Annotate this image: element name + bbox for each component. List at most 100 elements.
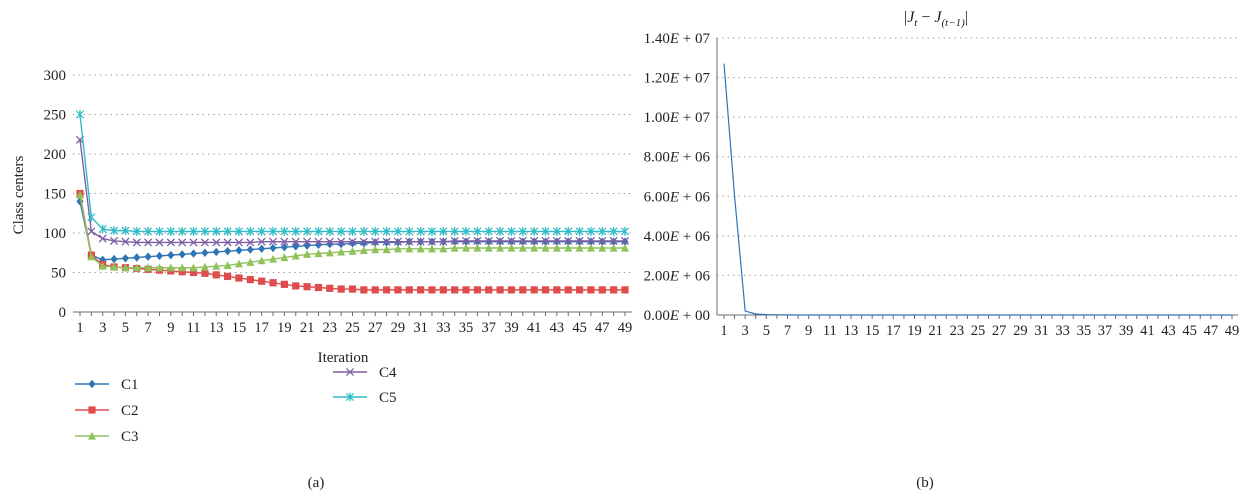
x-tick-label: 9: [167, 320, 174, 336]
x-tick-label: 7: [145, 320, 152, 336]
data-point: [598, 243, 607, 252]
y-tick-label: 1.00E + 07: [644, 110, 711, 126]
data-point: [371, 227, 380, 236]
data-point: [98, 234, 107, 243]
data-point: [223, 238, 232, 247]
data-point: [564, 286, 572, 294]
x-tick-label: 27: [368, 320, 383, 336]
y-tick-label: 8.00E + 06: [644, 150, 711, 166]
data-point: [189, 249, 198, 258]
data-point: [450, 236, 459, 245]
data-point: [473, 236, 482, 245]
data-point: [314, 283, 323, 292]
data-point: [121, 237, 130, 246]
x-tick-label: 17: [886, 323, 901, 339]
data-point: [609, 243, 618, 252]
data-point: [87, 212, 96, 222]
data-point: [462, 286, 470, 294]
data-point: [598, 236, 607, 245]
data-point: [224, 246, 232, 256]
data-point: [166, 263, 175, 272]
data-point: [212, 238, 221, 247]
x-tick-label: 23: [323, 320, 338, 336]
legend-label: C5: [379, 390, 397, 406]
data-point: [189, 227, 198, 236]
data-point: [325, 237, 334, 246]
data-point: [586, 236, 595, 245]
data-point: [110, 262, 119, 271]
data-point: [98, 261, 107, 270]
panel-a-series: [75, 110, 630, 294]
data-point: [291, 237, 300, 246]
data-point: [201, 269, 209, 277]
legend-entry-c2: C2: [75, 403, 139, 419]
x-tick-label: 19: [907, 323, 922, 339]
legend-label: C2: [121, 403, 139, 419]
data-point: [507, 227, 516, 236]
x-tick-label: 15: [865, 323, 880, 339]
x-tick-label: 37: [1098, 323, 1113, 339]
data-point: [541, 227, 550, 236]
x-tick-label: 41: [1140, 323, 1155, 339]
data-point: [530, 286, 538, 294]
x-tick-label: 23: [950, 323, 965, 339]
data-point: [258, 277, 266, 285]
data-point: [552, 227, 561, 236]
data-point: [303, 241, 311, 250]
x-tick-label: 25: [345, 320, 360, 336]
data-point: [268, 237, 278, 246]
data-point: [269, 243, 277, 253]
data-point: [564, 243, 573, 252]
y-tick-label: 4.00E + 06: [644, 229, 711, 245]
legend-marker: [88, 379, 96, 389]
data-point: [269, 279, 277, 287]
y-tick-label: 200: [44, 147, 67, 163]
data-point: [144, 252, 152, 261]
data-point: [212, 271, 220, 279]
panel-a-x-tick-labels: 1 3 5 7 9 11 13 15 17 19 21 23 25 27 29 31 33 35 37 39 41 43 4…: [76, 320, 632, 336]
data-point: [325, 227, 334, 236]
data-point: [75, 110, 85, 119]
y-tick-label: 1.40E + 07: [644, 31, 711, 47]
panel-b-axes: [716, 38, 1238, 319]
title-bar-close: |: [965, 9, 968, 26]
data-point: [359, 246, 368, 254]
data-point: [530, 236, 539, 245]
data-point: [575, 286, 584, 294]
data-point: [144, 263, 153, 272]
data-point: [461, 227, 471, 236]
title-j-t: J: [907, 9, 915, 26]
title-minus: −: [917, 9, 934, 26]
data-point: [371, 286, 379, 294]
data-point: [394, 286, 402, 294]
x-tick-label: 39: [504, 320, 519, 336]
data-point: [518, 243, 527, 252]
x-tick-label: 49: [618, 320, 633, 336]
data-point: [303, 283, 311, 291]
data-point: [428, 286, 436, 294]
data-point: [110, 254, 118, 264]
data-point: [405, 227, 414, 236]
x-tick-label: 49: [1225, 323, 1240, 339]
data-point: [598, 286, 606, 294]
data-point: [393, 227, 402, 236]
data-point: [246, 227, 255, 236]
data-point: [371, 245, 380, 254]
data-point: [132, 227, 141, 236]
data-point: [359, 227, 368, 236]
data-point: [382, 245, 391, 254]
data-point: [224, 272, 232, 281]
data-point: [144, 227, 153, 236]
data-point: [484, 243, 493, 252]
x-tick-label: 3: [742, 323, 749, 339]
data-point: [178, 268, 186, 276]
data-point: [473, 243, 482, 252]
data-point: [484, 236, 493, 245]
data-point: [439, 227, 448, 236]
x-tick-label: 7: [784, 323, 791, 339]
data-point: [507, 236, 516, 245]
x-tick-label: 25: [971, 323, 986, 339]
data-point: [269, 254, 278, 263]
x-tick-label: 5: [763, 323, 770, 339]
